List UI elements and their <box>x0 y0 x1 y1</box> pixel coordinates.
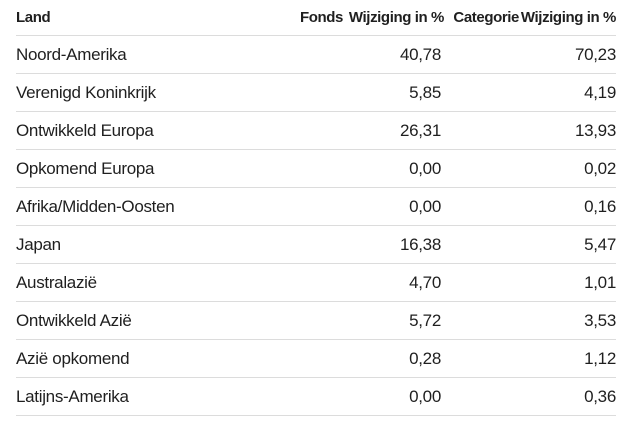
cell-categorie: 5,47 <box>584 234 616 254</box>
header-fonds: Fonds <box>300 9 343 26</box>
cell-land: Opkomend Europa <box>16 158 155 178</box>
cell-land: Azië opkomend <box>16 348 130 368</box>
cell-categorie: 0,02 <box>584 158 616 178</box>
table-header-row: Land Fonds Wijziging in % Categorie Wijz… <box>16 0 616 36</box>
cell-land: Ontwikkeld Azië <box>16 310 132 330</box>
cell-fonds: 4,70 <box>409 272 441 292</box>
table-row: Latijns-Amerika 0,00 0,36 <box>16 378 616 416</box>
cell-land: Ontwikkeld Europa <box>16 120 154 140</box>
region-allocation-table: Land Fonds Wijziging in % Categorie Wijz… <box>16 0 616 416</box>
cell-fonds: 26,31 <box>399 120 441 140</box>
table-row: Japan 16,38 5,47 <box>16 226 616 264</box>
cell-fonds: 40,78 <box>399 44 441 64</box>
cell-land: Noord-Amerika <box>16 44 127 64</box>
header-land: Land <box>16 9 51 26</box>
table-row: Opkomend Europa 0,00 0,02 <box>16 150 616 188</box>
cell-fonds: 16,38 <box>399 234 441 254</box>
table-row: Australazië 4,70 1,01 <box>16 264 616 302</box>
cell-categorie: 13,93 <box>574 120 616 140</box>
table-row: Verenigd Koninkrijk 5,85 4,19 <box>16 74 616 112</box>
cell-fonds: 0,00 <box>409 158 441 178</box>
cell-categorie: 70,23 <box>574 44 616 64</box>
cell-categorie: 0,16 <box>584 196 616 216</box>
cell-land: Australazië <box>16 272 97 292</box>
cell-fonds: 5,72 <box>409 310 441 330</box>
cell-fonds: 0,00 <box>409 196 441 216</box>
cell-fonds: 0,28 <box>409 348 441 368</box>
cell-categorie: 0,36 <box>584 386 616 406</box>
table-row: Ontwikkeld Europa 26,31 13,93 <box>16 112 616 150</box>
cell-categorie: 1,01 <box>584 272 616 292</box>
table-row: Noord-Amerika 40,78 70,23 <box>16 36 616 74</box>
header-wijziging-fonds: Wijziging in % <box>348 9 444 26</box>
cell-land: Afrika/Midden-Oosten <box>16 196 175 216</box>
table-row: Afrika/Midden-Oosten 0,00 0,16 <box>16 188 616 226</box>
cell-categorie: 4,19 <box>584 82 616 102</box>
header-categorie: Categorie <box>453 9 519 26</box>
cell-land: Japan <box>16 234 61 254</box>
header-wijziging-categorie: Wijziging in % <box>520 9 616 26</box>
cell-fonds: 5,85 <box>409 82 441 102</box>
cell-land: Verenigd Koninkrijk <box>16 82 156 102</box>
cell-categorie: 3,53 <box>584 310 616 330</box>
table-row: Ontwikkeld Azië 5,72 3,53 <box>16 302 616 340</box>
cell-land: Latijns-Amerika <box>16 386 129 406</box>
cell-fonds: 0,00 <box>409 386 441 406</box>
cell-categorie: 1,12 <box>584 348 616 368</box>
table-row: Azië opkomend 0,28 1,12 <box>16 340 616 378</box>
